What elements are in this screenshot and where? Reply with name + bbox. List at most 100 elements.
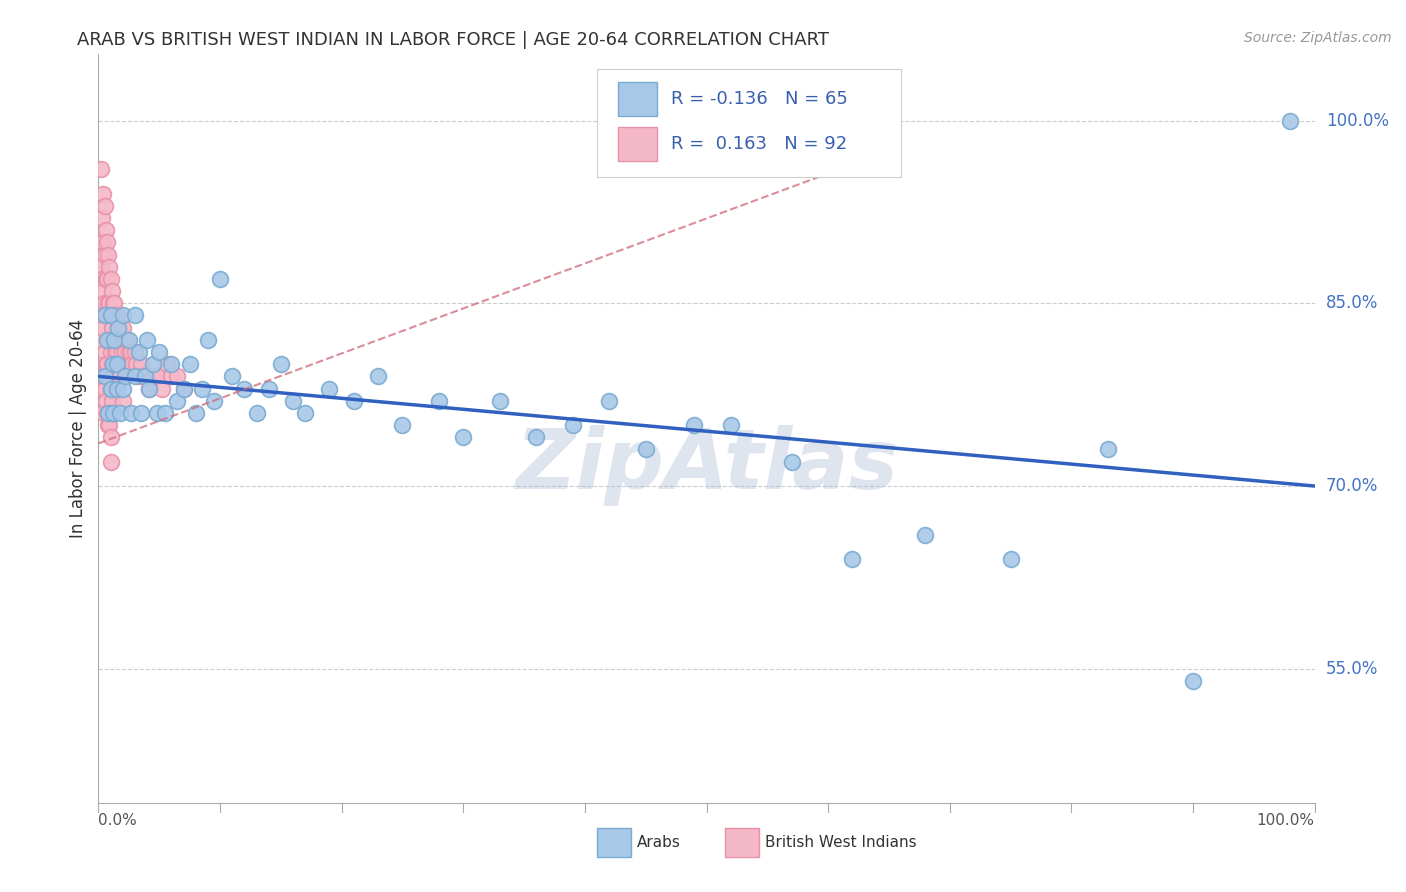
Point — [103, 369, 125, 384]
Point — [117, 357, 139, 371]
Text: Arabs: Arabs — [637, 835, 681, 850]
Point — [184, 406, 207, 420]
Point — [111, 309, 134, 323]
Point — [209, 272, 232, 286]
Point — [103, 333, 125, 347]
Point — [100, 382, 122, 396]
Point — [233, 382, 256, 396]
Point — [488, 393, 510, 408]
Point — [107, 357, 129, 371]
Point — [91, 309, 114, 323]
Point — [100, 382, 122, 396]
Point — [105, 382, 128, 396]
Point — [96, 406, 118, 420]
Point — [155, 406, 177, 420]
Point — [124, 309, 146, 323]
Point — [114, 369, 136, 384]
Point — [104, 309, 127, 323]
Point — [257, 382, 280, 396]
Point — [112, 333, 135, 347]
Point — [1097, 442, 1119, 457]
Point — [101, 369, 124, 384]
Point — [91, 284, 114, 298]
Point — [93, 247, 115, 261]
Text: Source: ZipAtlas.com: Source: ZipAtlas.com — [1244, 31, 1392, 45]
Point — [96, 272, 118, 286]
Point — [100, 345, 122, 359]
Point — [108, 333, 131, 347]
Point — [108, 369, 131, 384]
Point — [634, 442, 657, 457]
Point — [94, 357, 117, 371]
Point — [129, 406, 152, 420]
Point — [780, 455, 803, 469]
Point — [118, 345, 141, 359]
Point — [97, 247, 120, 261]
Point — [103, 333, 125, 347]
Point — [841, 552, 863, 566]
Point — [114, 345, 136, 359]
Point — [91, 211, 114, 225]
Point — [110, 333, 132, 347]
Point — [1000, 552, 1022, 566]
Point — [142, 369, 165, 384]
Point — [94, 309, 117, 323]
Point — [90, 162, 112, 177]
Point — [105, 345, 128, 359]
Point — [136, 333, 159, 347]
Point — [146, 406, 169, 420]
Point — [142, 357, 165, 371]
Point — [98, 369, 121, 384]
Point — [105, 309, 128, 323]
Point — [118, 333, 141, 347]
Point — [96, 235, 118, 250]
Point — [101, 284, 124, 298]
Point — [105, 382, 128, 396]
FancyBboxPatch shape — [617, 82, 657, 116]
Point — [101, 320, 124, 334]
Point — [598, 393, 620, 408]
Point — [128, 345, 150, 359]
Point — [160, 357, 183, 371]
Point — [121, 357, 143, 371]
Text: ARAB VS BRITISH WEST INDIAN IN LABOR FORCE | AGE 20-64 CORRELATION CHART: ARAB VS BRITISH WEST INDIAN IN LABOR FOR… — [77, 31, 830, 49]
Point — [91, 333, 114, 347]
Point — [98, 296, 121, 310]
FancyBboxPatch shape — [617, 127, 657, 161]
Point — [138, 382, 160, 396]
Point — [91, 369, 114, 384]
FancyBboxPatch shape — [598, 829, 631, 856]
Point — [367, 369, 389, 384]
Point — [97, 418, 120, 433]
Point — [138, 382, 160, 396]
Y-axis label: In Labor Force | Age 20-64: In Labor Force | Age 20-64 — [69, 318, 87, 538]
Point — [110, 406, 132, 420]
Point — [100, 272, 122, 286]
Point — [245, 406, 267, 420]
Point — [720, 418, 742, 433]
Point — [166, 393, 188, 408]
Point — [101, 406, 124, 420]
Point — [173, 382, 195, 396]
Point — [97, 333, 120, 347]
Text: 55.0%: 55.0% — [1326, 660, 1378, 678]
Point — [281, 393, 304, 408]
Point — [101, 406, 124, 420]
Text: 70.0%: 70.0% — [1326, 477, 1378, 495]
Point — [94, 393, 117, 408]
Point — [202, 393, 225, 408]
Text: British West Indians: British West Indians — [765, 835, 917, 850]
Text: ZipAtlas: ZipAtlas — [515, 425, 898, 506]
FancyBboxPatch shape — [598, 69, 901, 178]
Point — [270, 357, 292, 371]
Point — [173, 382, 195, 396]
Text: 100.0%: 100.0% — [1326, 112, 1389, 129]
Point — [118, 357, 141, 371]
Point — [100, 309, 122, 323]
Point — [111, 357, 134, 371]
Point — [100, 455, 122, 469]
Text: 0.0%: 0.0% — [98, 813, 138, 828]
Point — [136, 369, 159, 384]
Point — [132, 369, 155, 384]
Point — [155, 357, 177, 371]
